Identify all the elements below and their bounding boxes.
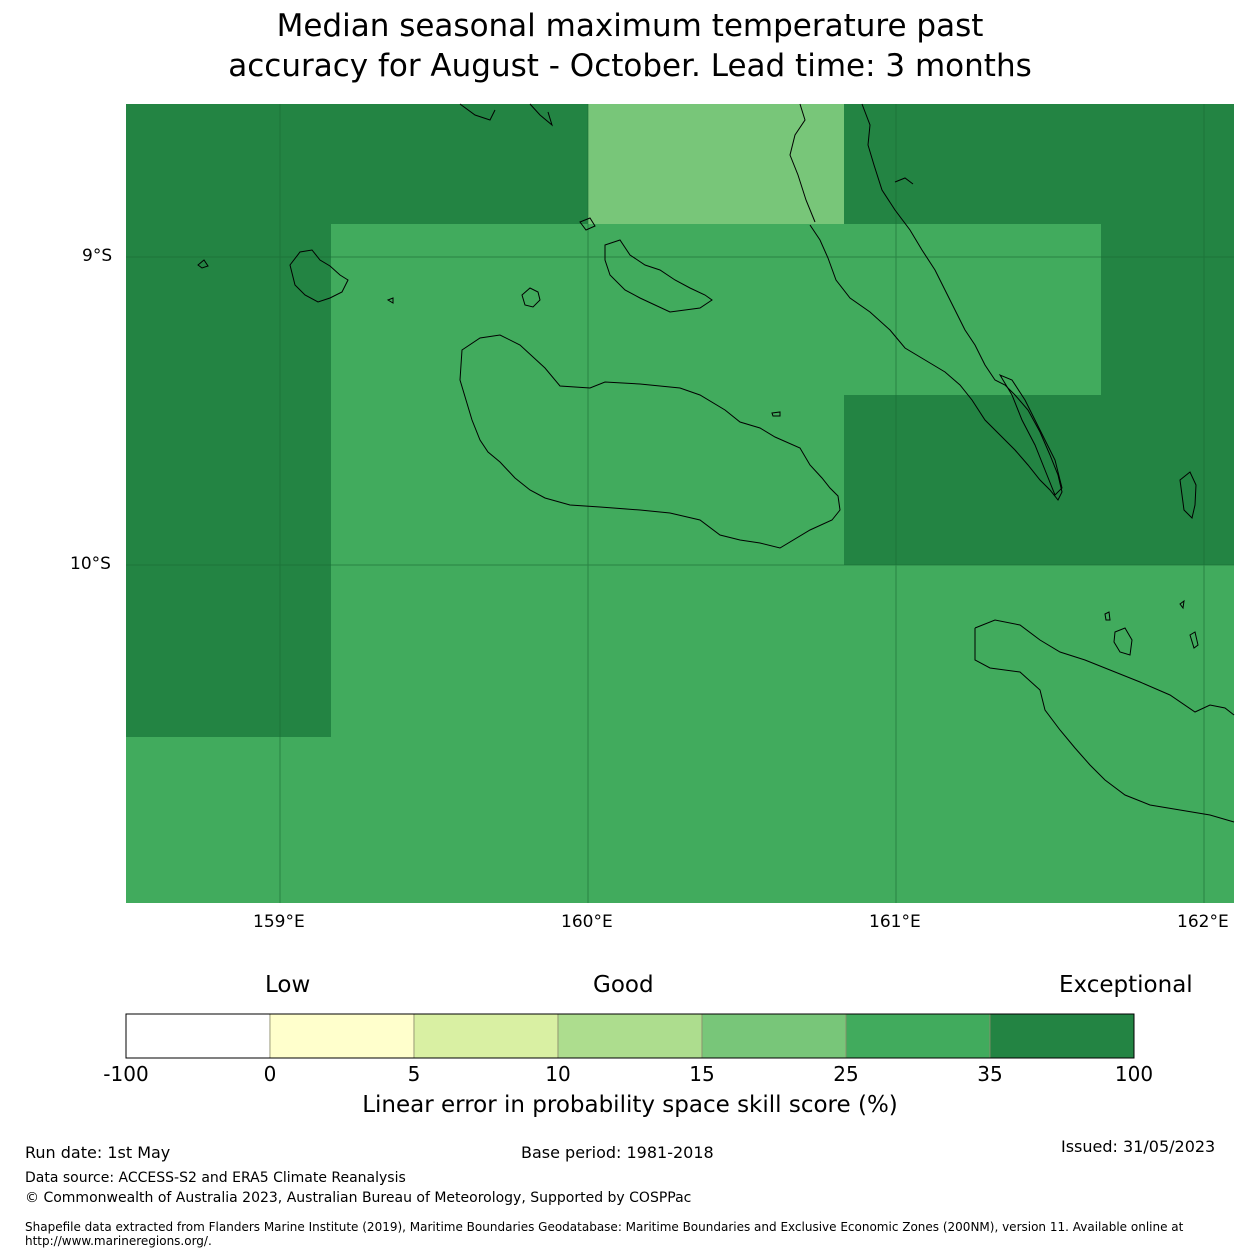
category-low: Low: [265, 972, 311, 998]
data-source: Data source: ACCESS-S2 and ERA5 Climate …: [25, 1170, 406, 1186]
colorbar-tick-label: -100: [103, 1062, 149, 1086]
colorbar-segment-5: [845, 1013, 991, 1059]
coast-florida-islands: [604, 239, 713, 313]
colorbar-tick-label: 100: [1114, 1062, 1154, 1086]
colorbar-tick-label: 0: [263, 1062, 277, 1086]
colorbar-segment-1: [269, 1013, 415, 1059]
coast-savo: [521, 287, 541, 308]
cell-north-light: [588, 104, 844, 224]
coast-tiny-4: [1179, 599, 1185, 610]
coast-tiny-5: [1189, 631, 1199, 649]
lon-tick-160e: 160°E: [561, 912, 613, 932]
cell-east-block: [844, 395, 1101, 565]
title-line-2: accuracy for August - October. Lead time…: [228, 48, 1032, 84]
coast-tiny-2: [1179, 471, 1197, 519]
coast-north: [789, 103, 816, 223]
colorbar-segment-4: [701, 1013, 847, 1059]
coast-tiny-7: [771, 411, 781, 417]
coast-malaita: [809, 103, 1063, 501]
coastlines: [197, 103, 1235, 823]
colorbar-tick-label: 15: [689, 1062, 715, 1086]
colorbar-segment-6: [989, 1013, 1135, 1059]
coast-tiny-1: [197, 259, 209, 269]
colorbar-segment-0: [125, 1013, 271, 1059]
coast-guadalcanal: [459, 334, 841, 549]
colorbar-tick-label: 5: [407, 1062, 421, 1086]
copyright: © Commonwealth of Australia 2023, Austra…: [25, 1190, 692, 1206]
colorbar-tick-label: 25: [833, 1062, 859, 1086]
title-line-1: Median seasonal maximum temperature past: [276, 8, 984, 44]
colorbar-tick-label: 10: [545, 1062, 571, 1086]
coast-russell-islands: [289, 249, 349, 303]
coast-makira: [974, 619, 1235, 823]
run-date: Run date: 1st May: [25, 1143, 171, 1162]
cell-north-east: [844, 104, 1234, 224]
coast-tiny-3: [1104, 611, 1111, 621]
shapefile-credit: Shapefile data extracted from Flanders M…: [25, 1220, 1184, 1248]
gridlines: [126, 104, 1234, 903]
base-period: Base period: 1981-2018: [521, 1143, 714, 1162]
cell-west-strip: [126, 104, 331, 737]
colorbar-segments: [125, 1013, 1135, 1059]
coast-tiny-6: [579, 217, 596, 231]
map-title: Median seasonal maximum temperature past…: [0, 6, 1260, 86]
colorbar-segment-3: [557, 1013, 703, 1059]
coast-top-right: [894, 177, 914, 185]
lon-tick-161e: 161°E: [869, 912, 921, 932]
lon-tick-162e: 162°E: [1177, 912, 1229, 932]
category-exceptional: Exceptional: [1059, 972, 1193, 998]
coast-tiny-8: [386, 297, 394, 304]
coast-top-left: [459, 103, 553, 127]
cell-north-west: [331, 104, 588, 224]
issued-date: Issued: 31/05/2023: [1061, 1137, 1216, 1156]
coast-small-malaita: [998, 373, 1063, 496]
cell-east-strip: [1101, 224, 1234, 565]
category-good: Good: [593, 972, 654, 998]
colorbar-tick-label: 35: [977, 1062, 1003, 1086]
colorbar-label: Linear error in probability space skill …: [362, 1092, 898, 1118]
coast-ulawa: [1113, 627, 1133, 656]
colorbar-frame: [125, 1013, 1135, 1059]
colorbar-segment-2: [413, 1013, 559, 1059]
lon-tick-159e: 159°E: [253, 912, 305, 932]
lat-tick-9s: 9°S: [82, 246, 113, 266]
lat-tick-10s: 10°S: [70, 554, 111, 574]
